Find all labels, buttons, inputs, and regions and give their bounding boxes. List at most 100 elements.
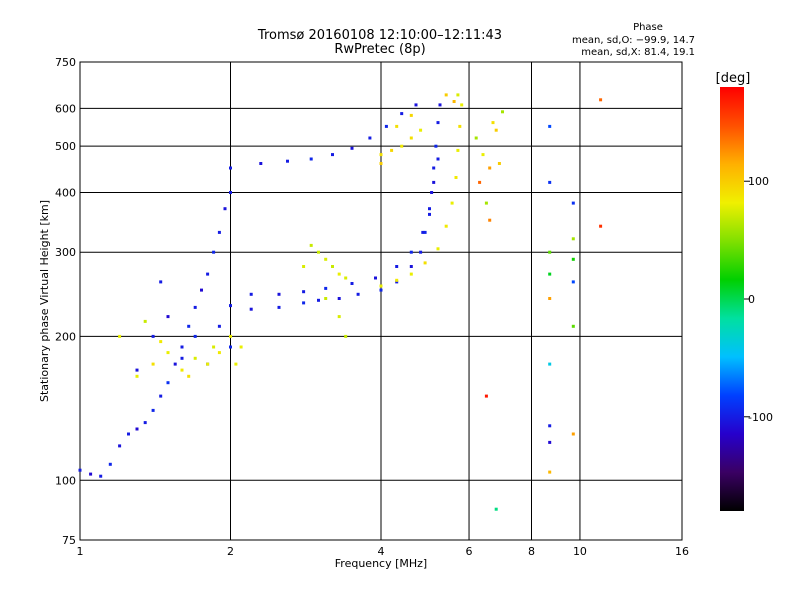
data-point — [379, 284, 383, 288]
data-point — [444, 93, 448, 97]
data-point — [430, 191, 434, 194]
data-point — [180, 345, 184, 349]
data-point — [309, 157, 313, 161]
data-point — [494, 128, 498, 132]
data-point — [374, 276, 377, 280]
data-point — [277, 292, 281, 296]
data-point — [229, 345, 232, 349]
data-point — [501, 110, 504, 114]
data-point — [599, 224, 603, 228]
data-point — [409, 265, 413, 268]
x-tick-label: 16 — [675, 545, 689, 558]
data-point — [229, 191, 232, 194]
data-point — [400, 112, 404, 116]
data-point — [324, 257, 328, 261]
data-point — [317, 250, 320, 254]
data-point — [259, 162, 263, 165]
data-point — [452, 100, 456, 103]
data-point — [217, 324, 221, 328]
data-point — [428, 207, 431, 211]
data-point — [599, 98, 603, 102]
data-point — [460, 103, 464, 107]
data-point — [206, 272, 210, 276]
data-point — [337, 297, 341, 300]
data-point — [212, 250, 216, 254]
data-point — [302, 301, 306, 305]
data-point — [173, 362, 177, 366]
data-point — [484, 394, 488, 398]
y-axis-ticks: 75 100 200 300 400 500 600 750 — [55, 56, 76, 547]
data-point — [379, 162, 383, 165]
data-point — [166, 381, 170, 385]
data-point — [450, 201, 454, 205]
data-point — [571, 432, 575, 436]
data-point — [180, 356, 184, 360]
data-point — [223, 207, 227, 211]
data-point — [200, 288, 203, 292]
data-point — [432, 166, 436, 170]
data-point — [488, 218, 492, 222]
colorbar: [deg] 100 0 -100 — [716, 71, 773, 511]
data-point — [78, 468, 82, 472]
data-point — [344, 276, 348, 280]
data-point — [481, 153, 485, 157]
data-point — [494, 507, 498, 511]
data-point — [193, 356, 197, 360]
x-axis-ticks: 1 2 4 6 8 10 16 — [77, 545, 690, 558]
data-point — [309, 243, 313, 247]
data-point — [456, 93, 460, 97]
data-point — [337, 315, 341, 319]
data-point — [337, 272, 341, 276]
data-point — [454, 176, 458, 179]
data-point — [277, 305, 281, 309]
data-point — [151, 408, 155, 412]
data-point — [379, 153, 383, 157]
data-point — [193, 305, 197, 309]
data-point — [118, 444, 122, 448]
chart-title: Tromsø 20160108 12:10:00–12:11:43 — [257, 28, 502, 43]
colorbar-ticks: 100 0 -100 — [744, 175, 773, 424]
data-point — [151, 334, 155, 338]
data-point — [331, 153, 334, 157]
data-point — [409, 250, 413, 254]
data-point — [344, 334, 348, 338]
data-point — [286, 159, 289, 163]
data-point — [474, 136, 478, 140]
data-point — [159, 394, 163, 398]
data-point — [356, 292, 360, 296]
data-point — [159, 340, 163, 344]
data-point — [187, 374, 191, 378]
colorbar-gradient — [720, 87, 744, 511]
y-tick-label: 600 — [55, 102, 76, 115]
data-point — [302, 290, 306, 294]
data-point — [324, 297, 328, 300]
phase-info-title: Phase — [633, 22, 663, 33]
data-point — [159, 280, 163, 284]
data-point — [414, 103, 418, 107]
data-point — [239, 345, 243, 349]
data-point — [229, 304, 232, 308]
data-point — [99, 474, 103, 478]
data-point — [548, 272, 552, 276]
data-point — [384, 124, 388, 128]
y-tick-label: 200 — [55, 330, 76, 343]
data-point — [317, 298, 320, 302]
data-point — [395, 265, 399, 268]
data-point — [444, 224, 448, 228]
data-point — [143, 319, 147, 323]
data-point — [212, 345, 216, 349]
data-point — [571, 237, 575, 241]
data-point — [548, 124, 552, 128]
data-point — [432, 180, 436, 184]
data-point — [400, 144, 404, 148]
data-point — [548, 297, 552, 300]
data-point — [456, 148, 460, 152]
colorbar-label: [deg] — [716, 71, 751, 86]
data-point — [548, 362, 552, 366]
data-point — [436, 247, 440, 251]
data-point — [548, 470, 552, 474]
phase-info-o-line: mean, sd,O: −99.9, 14.7 — [572, 35, 695, 46]
data-point — [229, 334, 232, 338]
data-point — [249, 307, 253, 311]
data-point — [436, 121, 440, 125]
